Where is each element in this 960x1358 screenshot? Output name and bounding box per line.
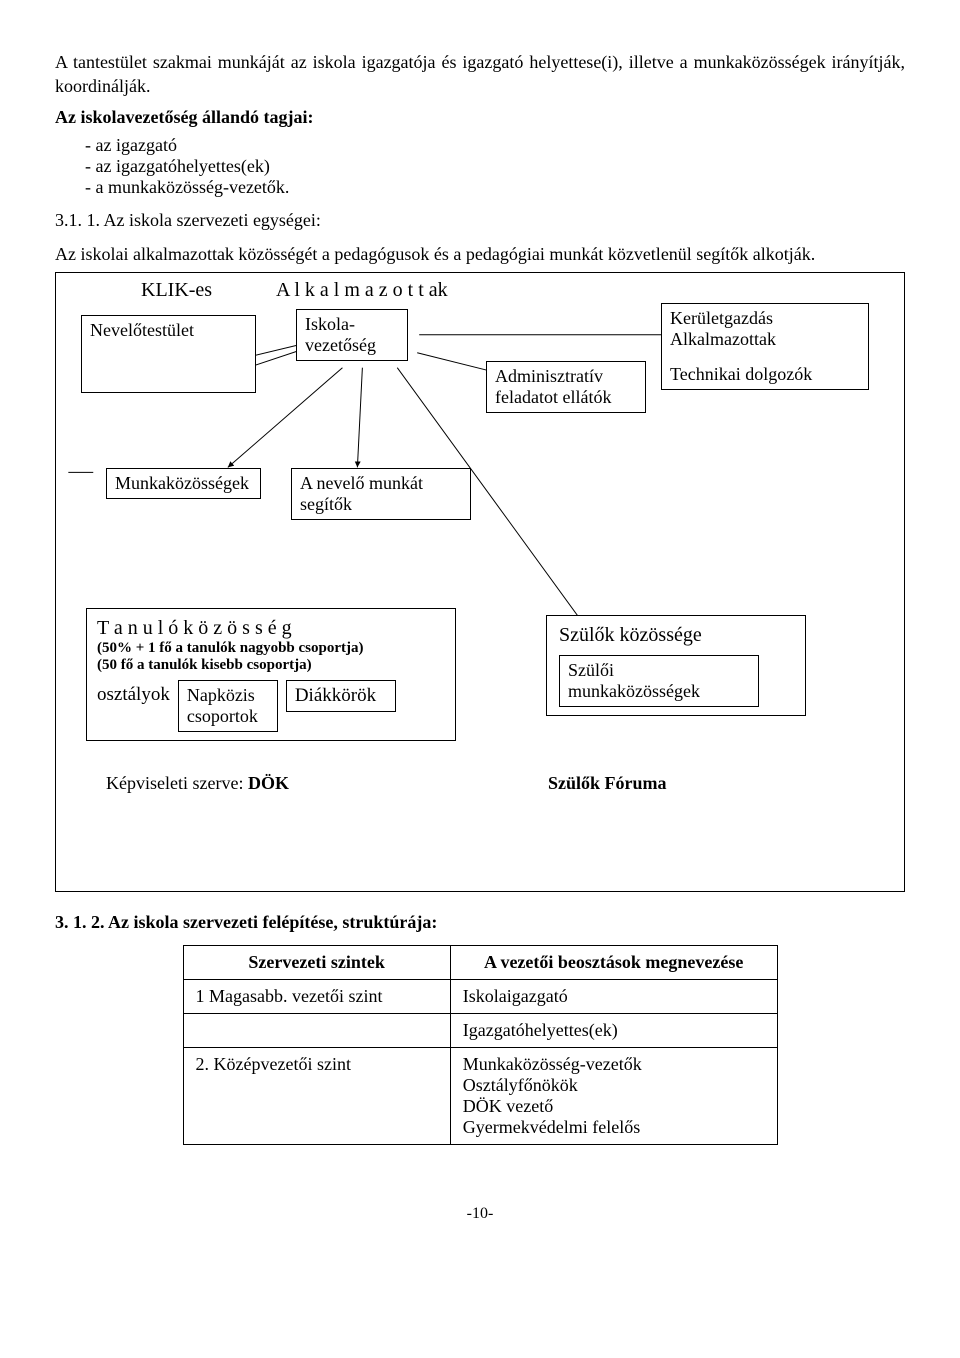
tagjai-item: - az igazgatóhelyettes(ek): [85, 156, 905, 177]
box-admin: Adminisztratív feladatot ellátók: [486, 361, 646, 413]
page-footer: -10-: [55, 1205, 905, 1223]
kepviseleti-label: Képviseleti szerve:: [106, 773, 248, 793]
tagjai-item: - a munkaközösség-vezetők.: [85, 177, 905, 198]
org-table: Szervezeti szintek A vezetői beosztások …: [183, 945, 778, 1145]
section-3-1-2: 3. 1. 2. Az iskola szervezeti felépítése…: [55, 910, 905, 934]
org-r1c1: 1 Magasabb. vezetői szint: [183, 979, 450, 1013]
szulok-kozossege-label: Szülők közössége: [559, 624, 793, 647]
tanulo-sub2: (50 fő a tanulók kisebb csoportja): [97, 657, 445, 674]
org-r1c2: Iskolaigazgató: [450, 979, 777, 1013]
box-napkozis: Napközis csoportok: [178, 680, 278, 732]
intro-paragraph-1: A tantestület szakmai munkáját az iskola…: [55, 50, 905, 99]
kerulet-line1: Kerületgazdás: [670, 308, 860, 329]
box-nevelotestulet: Nevelőtestület: [81, 315, 256, 393]
org-r1b-c1: [183, 1013, 450, 1047]
diagram-title-right: A l k a l m a z o t t ak: [276, 279, 448, 302]
box-nevelo-segitok: A nevelő munkát segítők: [291, 468, 471, 520]
org-r2c2: Munkaközösség-vezetők Osztályfőnökök DÖK…: [450, 1047, 777, 1144]
tagjai-list: - az igazgató - az igazgatóhelyettes(ek)…: [55, 135, 905, 198]
diagram-title-left: KLIK-es: [141, 279, 212, 302]
box-szulok-kozossege: Szülők közössége Szülői munkaközösségek: [546, 615, 806, 716]
org-th-1: Szervezeti szintek: [183, 945, 450, 979]
box-szuloi-munka: Szülői munkaközösségek: [559, 655, 759, 707]
tagjai-heading: Az iskolavezetőség állandó tagjai:: [55, 105, 905, 129]
section-3-1-1: 3.1. 1. Az iskola szervezeti egységei:: [55, 208, 905, 232]
dok-label: DÖK: [248, 773, 289, 793]
szulok-foruma-label: Szülők Fóruma: [548, 773, 667, 794]
tanulo-sub1: (50% + 1 fő a tanulók nagyobb csoportja): [97, 640, 445, 657]
osztalyok-label: osztályok: [97, 680, 170, 706]
box-diakkorok: Diákkörök: [286, 680, 396, 712]
box-iskolavezetoseg: Iskola-vezetőség: [296, 309, 408, 361]
intro-paragraph-2: Az iskolai alkalmazottak közösségét a pe…: [55, 242, 905, 266]
tagjai-item: - az igazgató: [85, 135, 905, 156]
kepviseleti-line: Képviseleti szerve: DÖK: [106, 773, 289, 794]
tanulo-title: T a n u l ó k ö z ö s s é g: [97, 617, 445, 640]
org-r2c1: 2. Középvezetői szint: [183, 1047, 450, 1144]
box-munkakozossegek: Munkaközösségek: [106, 468, 261, 499]
box-kerulet: Kerületgazdás Alkalmazottak Technikai do…: [661, 303, 869, 390]
org-r1b-c2: Igazgatóhelyettes(ek): [450, 1013, 777, 1047]
org-diagram: KLIK-es A l k a l m a z o t t ak Nevelőt…: [55, 272, 905, 892]
kerulet-line2: Alkalmazottak: [670, 329, 860, 350]
technikai-line: Technikai dolgozók: [670, 364, 860, 385]
org-th-2: A vezetői beosztások megnevezése: [450, 945, 777, 979]
box-tanulokozosseg: T a n u l ó k ö z ö s s é g (50% + 1 fő …: [86, 608, 456, 741]
